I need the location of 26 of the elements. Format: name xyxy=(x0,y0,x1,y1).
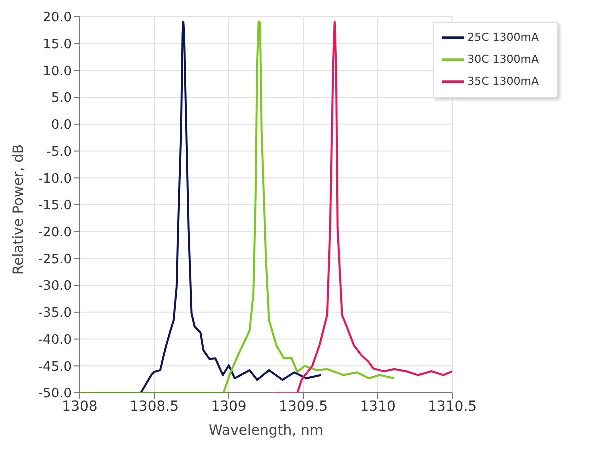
y-tick-label: -15.0 xyxy=(38,198,72,214)
x-tick-label: 1309 xyxy=(211,398,247,415)
y-tick-label: -5.0 xyxy=(46,144,72,160)
y-axis-title: Relative Power, dB xyxy=(10,144,27,275)
y-tick-label: -45.0 xyxy=(38,360,72,375)
y-tick-label: -30.0 xyxy=(38,279,72,294)
y-tick-label: 0.0 xyxy=(51,118,72,134)
legend-label: 35C 1300mA xyxy=(468,75,539,88)
y-tick-label: -20.0 xyxy=(38,225,72,240)
y-tick-label: -35.0 xyxy=(38,306,72,322)
y-tick-label: -10.0 xyxy=(38,172,72,187)
y-tick-label: 15.0 xyxy=(43,37,72,52)
line-series xyxy=(80,20,396,393)
x-tick-label: 1310 xyxy=(360,398,396,415)
x-tick-label: 1309.5 xyxy=(279,398,328,415)
x-tick-label: 1308.5 xyxy=(130,398,180,415)
y-tick-label: -40.0 xyxy=(38,332,72,348)
line-series xyxy=(276,20,453,393)
legend-label: 25C 1300mA xyxy=(468,31,539,44)
y-tick-label: 20.0 xyxy=(43,10,72,26)
legend-label: 30C 1300mA xyxy=(468,53,539,66)
x-axis-title: Wavelength, nm xyxy=(209,423,324,439)
y-tick-label: -25.0 xyxy=(38,252,72,268)
x-tick-label: 1310.5 xyxy=(428,398,478,415)
y-tick-label: 10.0 xyxy=(43,64,72,80)
y-tick-label: 5.0 xyxy=(51,91,72,106)
